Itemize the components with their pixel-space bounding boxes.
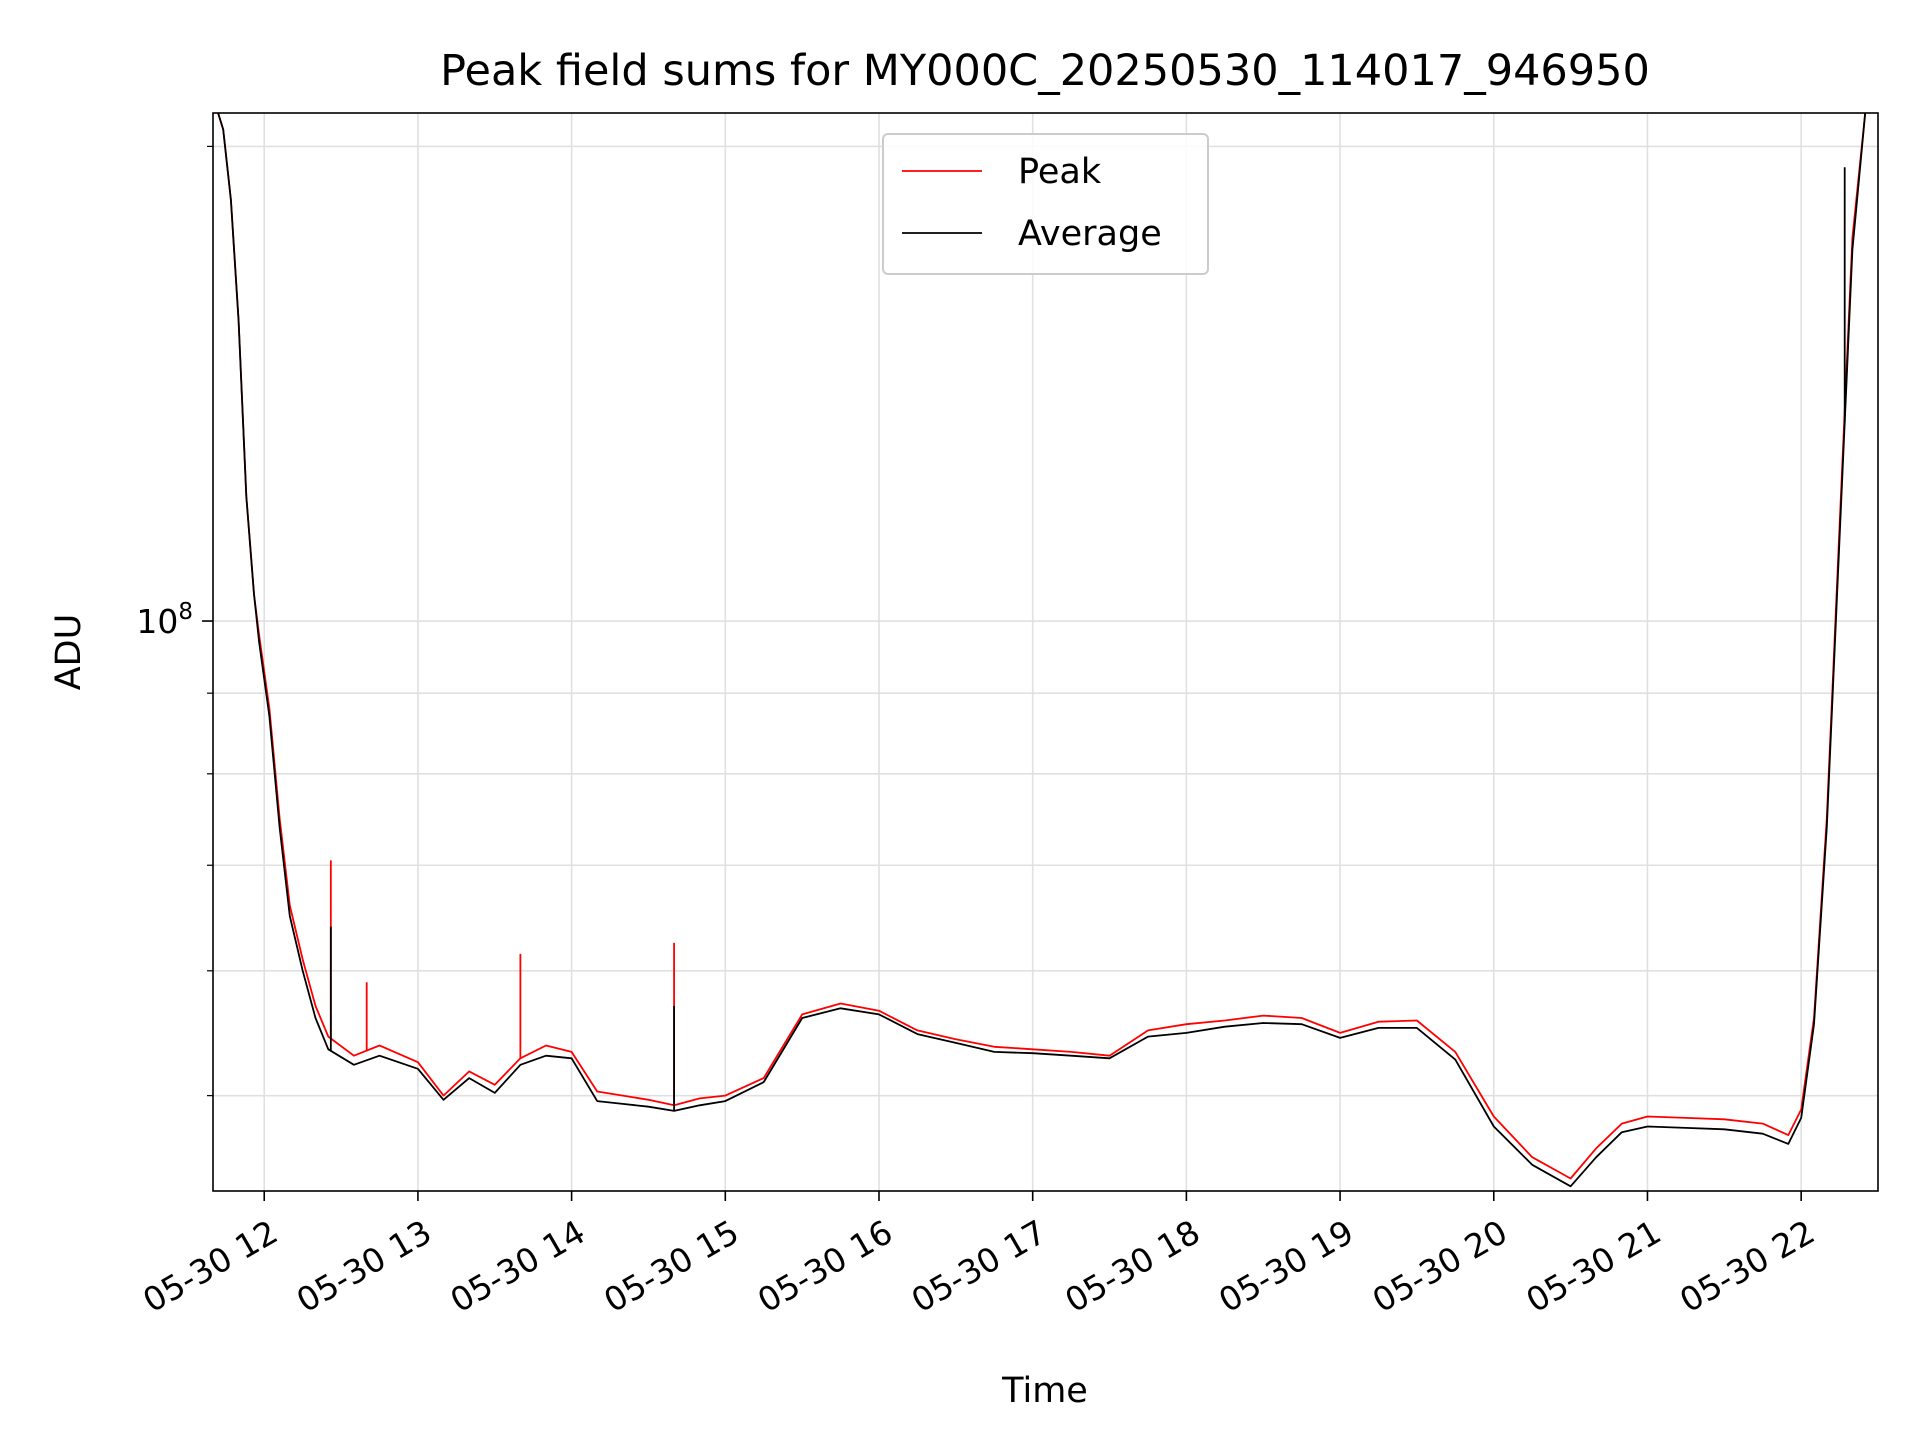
- y-tick-label: 108: [136, 599, 193, 641]
- legend-box: [882, 133, 1209, 275]
- y-axis-ticks: 108: [136, 145, 213, 1097]
- grid: [213, 113, 1878, 1191]
- y-axis-label: ADU: [49, 614, 89, 691]
- x-axis-label: Time: [1001, 1371, 1088, 1411]
- series-line-peak: [217, 113, 1867, 1180]
- axes-frame: [212, 112, 1879, 1192]
- series-line-average: [217, 113, 1867, 1188]
- plot-area: [217, 113, 1867, 1188]
- legend: Peak Average: [882, 133, 1209, 275]
- chart-title: Peak field sums for MY000C_20250530_1140…: [440, 46, 1650, 96]
- series-layer: [217, 113, 1867, 1188]
- legend-average-label: Average: [1018, 214, 1162, 254]
- legend-peak-label: Peak: [1018, 152, 1102, 192]
